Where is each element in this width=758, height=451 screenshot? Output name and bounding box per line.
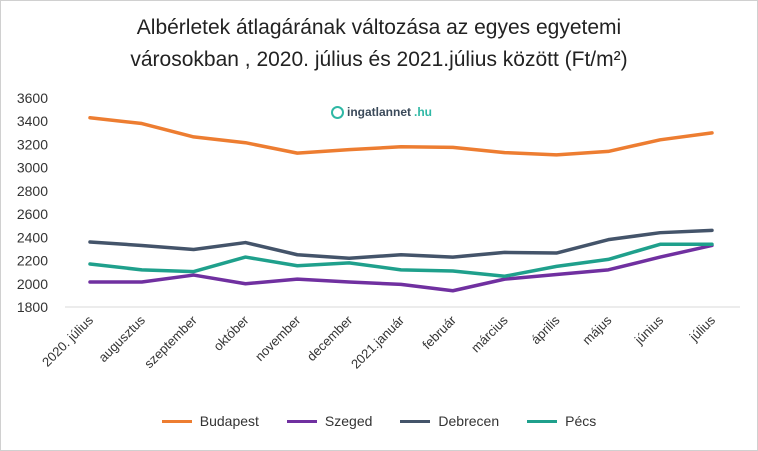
x-tick-label: április [528,312,563,347]
y-tick-label: 2600 [17,206,48,222]
heart-house-icon [331,105,344,119]
y-tick-label: 3200 [17,136,48,152]
legend-swatch [400,419,431,423]
y-tick-label: 3000 [17,160,48,176]
legend-item: Szeged [286,413,373,429]
x-tick-label: február [419,312,459,352]
legend-item: Debrecen [400,413,499,429]
legend-label: Budapest [199,413,259,429]
legend-label: Debrecen [438,413,500,429]
x-tick-label: március [468,312,511,355]
x-tick-label: november [252,312,304,364]
x-tick-label: 2020. július [39,312,96,369]
series-line-budapest [88,115,714,157]
legend-label: Szeged [324,413,373,429]
legend-swatch [527,419,558,423]
y-tick-label: 2200 [17,253,48,269]
x-tick-label: 2021.január [348,312,408,372]
x-tick-label: augusztus [95,312,148,365]
y-tick-label: 1800 [17,299,48,315]
x-tick-label: július [686,312,719,345]
x-tick-label: október [210,312,252,354]
y-tick-label: 3400 [17,113,48,129]
title-line-1: Albérletek átlagárának változása az egye… [136,16,622,39]
legend-label: Pécs [565,413,597,429]
chart-title: Albérletek átlagárának változása az egye… [0,12,758,76]
logo-text: ingatlannet [347,105,412,119]
y-tick-label: 2800 [17,183,48,199]
y-tick-label: 2000 [17,276,48,292]
y-tick-label: 2400 [17,229,48,245]
legend-item: Pécs [527,413,596,429]
x-tick-label: június [631,312,667,348]
y-tick-label: 3600 [17,90,48,106]
ingatlannet-logo: ingatlannet .hu [331,105,432,119]
legend-swatch [286,419,317,423]
title-line-2: városokban , 2020. július és 2021.július… [130,48,628,71]
series-line-debrecen [88,228,714,260]
x-tick-label: május [579,312,614,347]
legend-item: Budapest [161,413,259,429]
x-tick-label: december [304,312,356,364]
logo-suffix: .hu [414,105,433,119]
legend: Budapest Szeged Debrecen Pécs [0,413,758,429]
x-tick-label: szeptember [141,312,200,371]
legend-swatch [161,419,192,423]
